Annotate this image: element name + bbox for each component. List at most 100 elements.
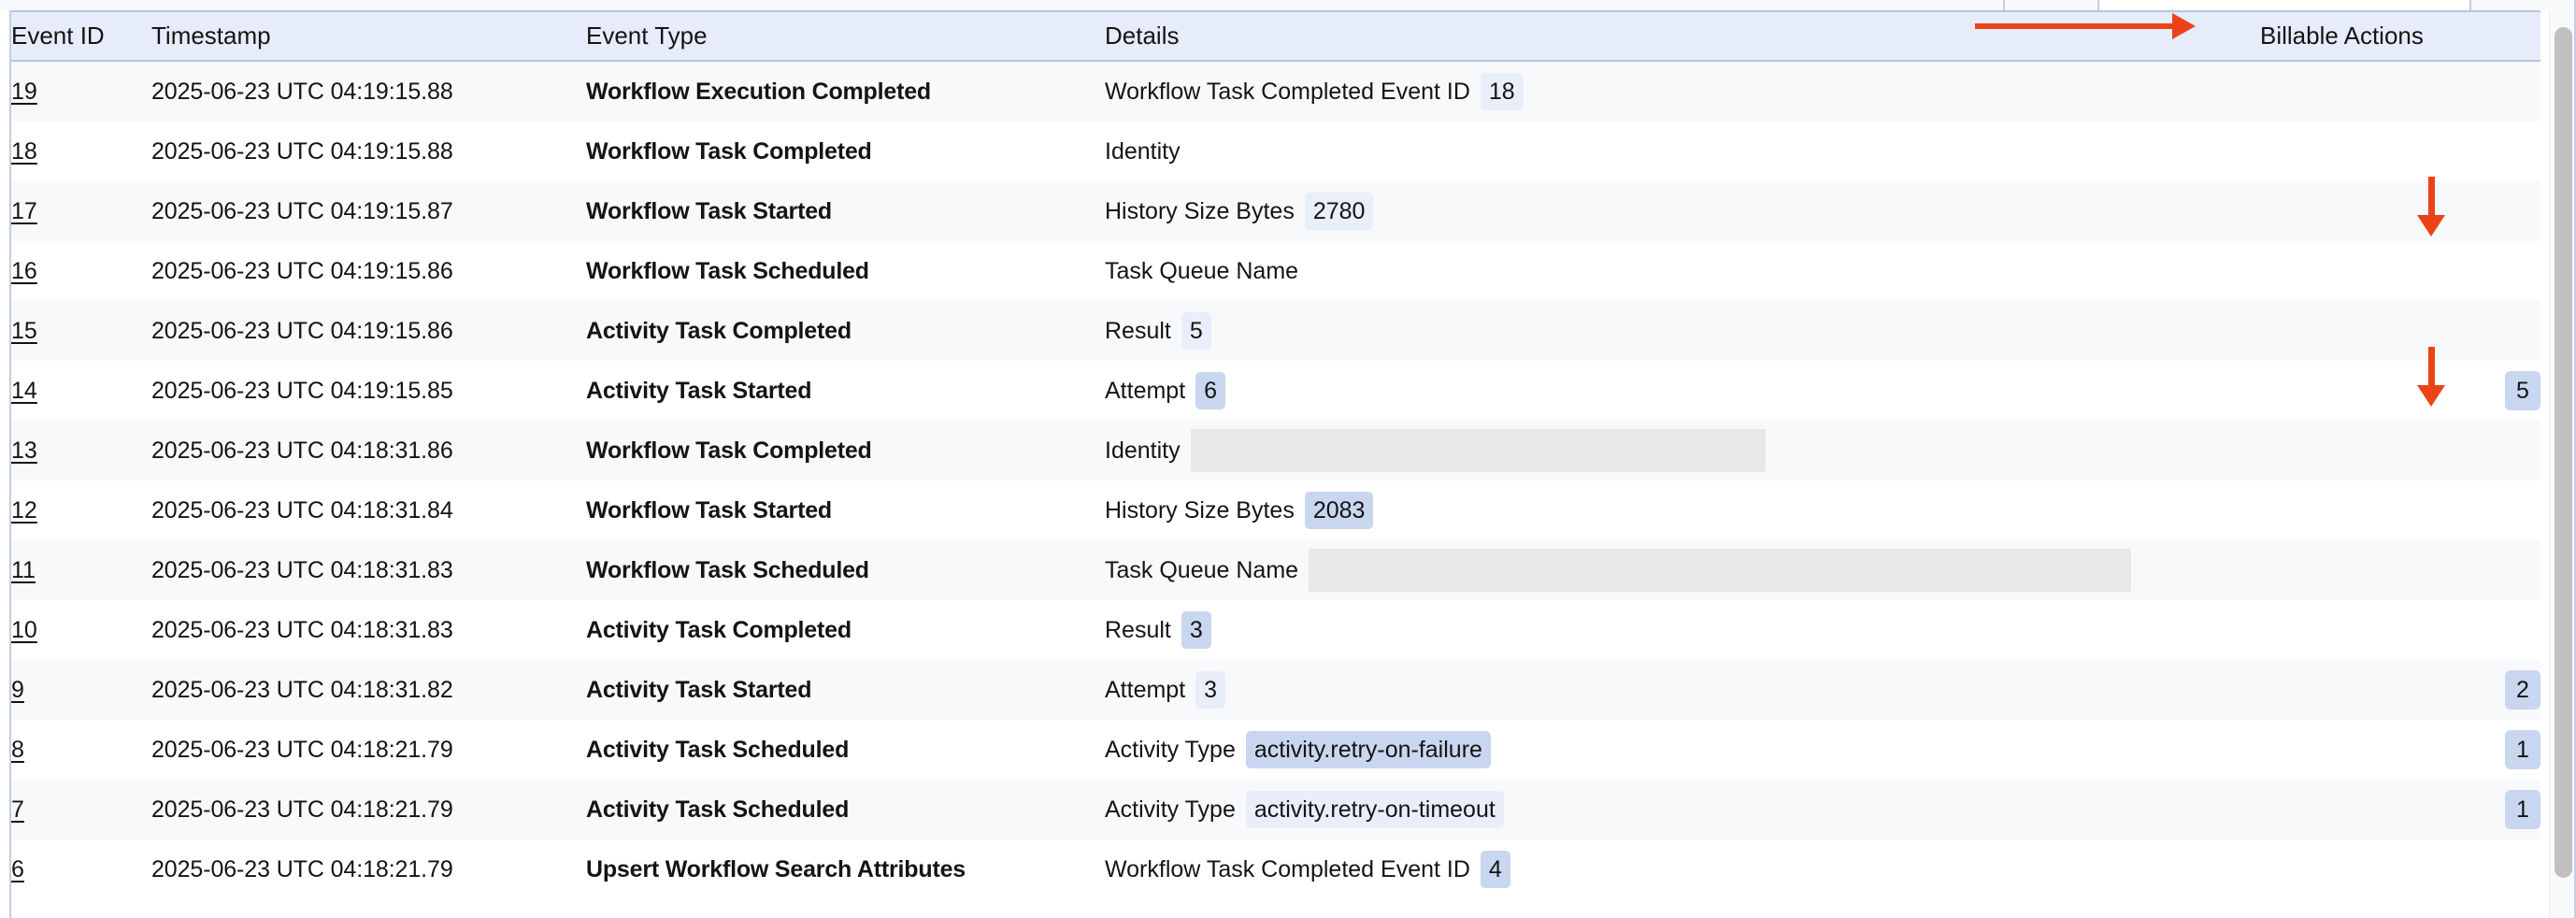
cell-timestamp: 2025-06-23 UTC 04:18:31.84 — [151, 496, 453, 524]
cell-event-id: 16 — [11, 241, 151, 301]
billable-actions-badge: 2 — [2505, 670, 2540, 710]
cell-event-id: 11 — [11, 540, 151, 600]
cut-off-ui-sliver — [0, 0, 2576, 10]
cell-timestamp: 2025-06-23 UTC 04:19:15.88 — [151, 137, 453, 165]
cell-event-type: Workflow Task Scheduled — [586, 556, 869, 583]
cell-event-id: 6 — [11, 839, 151, 899]
vertical-scrollbar[interactable] — [2549, 10, 2576, 918]
event-id-link[interactable]: 15 — [11, 317, 37, 344]
cell-timestamp: 2025-06-23 UTC 04:19:15.88 — [151, 78, 453, 105]
cell-details: Attempt 3 — [1105, 660, 2260, 720]
cell-billable-actions — [2260, 61, 2540, 122]
cell-event-type: Workflow Task Started — [586, 496, 832, 524]
table-row[interactable]: 17 2025-06-23 UTC 04:19:15.87 Workflow Tas… — [11, 181, 2540, 241]
event-table-viewport[interactable]: Event ID Timestamp Event Type Details Bi… — [9, 10, 2558, 918]
cell-event-type: Activity Task Completed — [586, 616, 852, 643]
table-row[interactable]: 11 2025-06-23 UTC 04:18:31.83 Workflow Tas… — [11, 540, 2540, 600]
cell-timestamp: 2025-06-23 UTC 04:18:31.86 — [151, 437, 453, 464]
cell-billable-actions — [2260, 421, 2540, 481]
table-row[interactable]: 18 2025-06-23 UTC 04:19:15.88 Workflow Tas… — [11, 122, 2540, 181]
table-row[interactable]: 12 2025-06-23 UTC 04:18:31.84 Workflow Tas… — [11, 481, 2540, 540]
column-header-timestamp[interactable]: Timestamp — [151, 10, 586, 62]
cell-timestamp: 2025-06-23 UTC 04:18:31.83 — [151, 616, 453, 643]
vertical-scrollbar-thumb[interactable] — [2555, 27, 2572, 878]
cell-billable-actions — [2260, 839, 2540, 899]
column-header-details[interactable]: Details — [1105, 10, 2260, 62]
detail-value-badge: 3 — [1195, 671, 1226, 709]
detail-key-label: Activity Type — [1105, 736, 1236, 763]
cell-timestamp: 2025-06-23 UTC 04:18:21.79 — [151, 796, 453, 823]
event-id-link[interactable]: 7 — [11, 796, 24, 823]
event-id-link[interactable]: 9 — [11, 676, 24, 703]
detail-key-label: History Size Bytes — [1105, 197, 1295, 224]
event-id-link[interactable]: 6 — [11, 855, 24, 882]
event-id-link[interactable]: 12 — [11, 496, 37, 524]
cell-billable-actions — [2260, 481, 2540, 540]
event-id-link[interactable]: 18 — [11, 137, 37, 165]
detail-key-label: Activity Type — [1105, 796, 1236, 823]
cell-event-type: Activity Task Scheduled — [586, 796, 850, 823]
detail-key-label: History Size Bytes — [1105, 496, 1295, 524]
cell-billable-actions: 1 — [2260, 720, 2540, 780]
sliver-left-divider — [2003, 0, 2005, 10]
cell-details: Result 5 — [1105, 301, 2260, 361]
table-row[interactable]: 9 2025-06-23 UTC 04:18:31.82 Activity Task… — [11, 660, 2540, 720]
table-row[interactable]: 8 2025-06-23 UTC 04:18:21.79 Activity Task… — [11, 720, 2540, 780]
column-header-event-id[interactable]: Event ID — [11, 10, 151, 62]
table-header: Event ID Timestamp Event Type Details Bi… — [11, 10, 2540, 62]
cell-billable-actions: 1 — [2260, 780, 2540, 839]
detail-key-label: Attempt — [1105, 676, 1186, 703]
detail-value-badge: 4 — [1480, 851, 1510, 888]
annotation-arrow-right-icon — [1975, 13, 2196, 39]
detail-key-label: Workflow Task Completed Event ID — [1105, 855, 1470, 882]
cell-timestamp: 2025-06-23 UTC 04:19:15.85 — [151, 377, 453, 404]
detail-value-badge: 18 — [1480, 73, 1524, 110]
cell-details: Result 3 — [1105, 600, 2260, 660]
cell-billable-actions — [2260, 540, 2540, 600]
detail-value-badge: activity.retry-on-timeout — [1245, 791, 1504, 828]
cell-event-type: Workflow Execution Completed — [586, 78, 931, 105]
cell-event-type: Activity Task Started — [586, 377, 812, 404]
table-row[interactable]: 7 2025-06-23 UTC 04:18:21.79 Activity Task… — [11, 780, 2540, 839]
table-row[interactable]: 6 2025-06-23 UTC 04:18:21.79 Upsert Workfl… — [11, 839, 2540, 899]
table-row[interactable]: 14 2025-06-23 UTC 04:19:15.85 Activity Tas… — [11, 361, 2540, 421]
event-id-link[interactable]: 14 — [11, 377, 37, 404]
cell-billable-actions — [2260, 181, 2540, 241]
table-row[interactable]: 19 2025-06-23 UTC 04:19:15.88 Workflow Exe… — [11, 61, 2540, 122]
cell-event-type: Activity Task Completed — [586, 317, 852, 344]
column-header-event-type[interactable]: Event Type — [586, 10, 1105, 62]
cell-details: History Size Bytes 2780 — [1105, 181, 2260, 241]
cell-event-id: 9 — [11, 660, 151, 720]
cell-billable-actions: 2 — [2260, 660, 2540, 720]
event-id-link[interactable]: 8 — [11, 736, 24, 763]
cell-details: Workflow Task Completed Event ID 18 — [1105, 61, 2260, 122]
table-row[interactable]: 10 2025-06-23 UTC 04:18:31.83 Activity Tas… — [11, 600, 2540, 660]
cell-timestamp: 2025-06-23 UTC 04:19:15.86 — [151, 257, 453, 284]
cell-timestamp: 2025-06-23 UTC 04:18:21.79 — [151, 855, 453, 882]
table-row[interactable]: 15 2025-06-23 UTC 04:19:15.86 Activity Tas… — [11, 301, 2540, 361]
cell-event-type: Workflow Task Completed — [586, 137, 872, 165]
cell-event-id: 14 — [11, 361, 151, 421]
column-header-billable-actions[interactable]: Billable Actions — [2260, 10, 2540, 62]
cell-billable-actions — [2260, 301, 2540, 361]
event-id-link[interactable]: 10 — [11, 616, 37, 643]
event-id-link[interactable]: 17 — [11, 197, 37, 224]
detail-value-badge: 3 — [1181, 611, 1211, 649]
event-id-link[interactable]: 19 — [11, 78, 37, 105]
event-id-link[interactable]: 11 — [11, 556, 36, 583]
cell-billable-actions — [2260, 241, 2540, 301]
detail-key-label: Identity — [1105, 137, 1181, 165]
detail-key-label: Result — [1105, 317, 1171, 344]
detail-key-label: Workflow Task Completed Event ID — [1105, 78, 1470, 105]
detail-value-badge: activity.retry-on-failure — [1245, 731, 1491, 768]
cell-event-type: Workflow Task Completed — [586, 437, 872, 464]
event-id-link[interactable]: 16 — [11, 257, 37, 284]
detail-value-badge: 5 — [1181, 312, 1211, 350]
table-row[interactable]: 13 2025-06-23 UTC 04:18:31.86 Workflow Tas… — [11, 421, 2540, 481]
event-id-link[interactable]: 13 — [11, 437, 37, 464]
table-row[interactable]: 16 2025-06-23 UTC 04:19:15.86 Workflow Tas… — [11, 241, 2540, 301]
cell-event-id: 8 — [11, 720, 151, 780]
cell-billable-actions: 5 — [2260, 361, 2540, 421]
cell-details: Task Queue Name — [1105, 540, 2260, 600]
